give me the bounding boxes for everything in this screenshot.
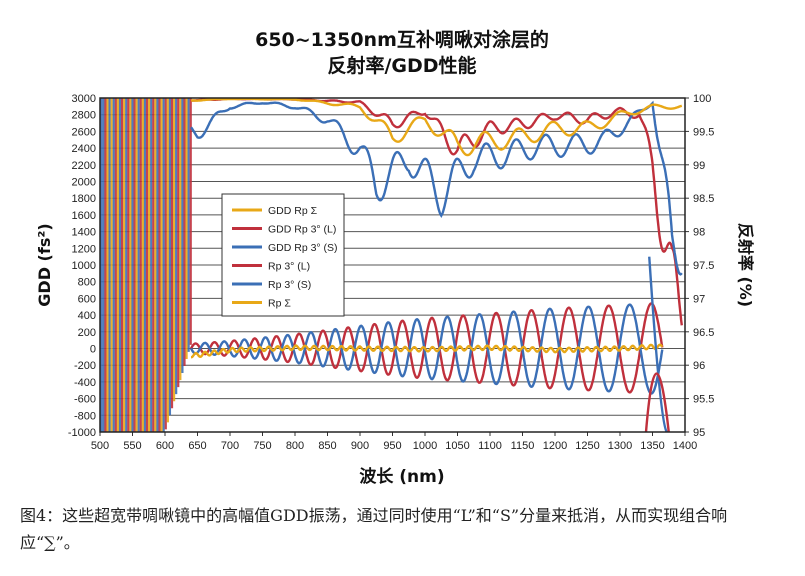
y-left-tick-label: 2600 xyxy=(72,126,96,138)
x-tick-label: 650 xyxy=(188,440,206,452)
y-right-tick-label: 99 xyxy=(693,160,705,172)
y-right-tick-label: 97 xyxy=(693,293,705,305)
y-right-tick-label: 100 xyxy=(693,93,711,105)
legend-label: Rp 3° (L) xyxy=(268,261,310,273)
legend-label: GDD Rp 3° (L) xyxy=(268,224,336,236)
y-right-tick-label: 97.5 xyxy=(693,260,714,272)
y-right-tick-label: 95 xyxy=(693,427,705,439)
x-tick-label: 750 xyxy=(253,440,271,452)
y-left-tick-label: 1800 xyxy=(72,193,96,205)
y-left-tick-label: 400 xyxy=(78,310,96,322)
y-left-tick-label: 2400 xyxy=(72,143,96,155)
y-left-tick-label: -1000 xyxy=(68,427,96,439)
y-left-tick-label: 800 xyxy=(78,277,96,289)
legend-label: Rp 3° (S) xyxy=(268,279,311,291)
gdd-edge-L xyxy=(644,372,670,432)
y-right-tick-label: 98 xyxy=(693,227,705,239)
legend-label: GDD Rp Σ xyxy=(268,205,318,217)
y-left-tick-label: 200 xyxy=(78,327,96,339)
y-right-tick-label: 98.5 xyxy=(693,193,714,205)
y-left-tick-label: -400 xyxy=(74,377,96,389)
y-right-tick-label: 95.5 xyxy=(693,394,714,406)
gdd-line-L xyxy=(189,302,664,394)
x-tick-label: 500 xyxy=(91,440,109,452)
y-left-tick-label: 2200 xyxy=(72,160,96,172)
y-right-tick-label: 96 xyxy=(693,360,705,372)
gdd-line-S xyxy=(189,303,664,395)
x-tick-label: 900 xyxy=(351,440,369,452)
y-left-tick-label: 600 xyxy=(78,293,96,305)
y-left-tick-label: 1000 xyxy=(72,260,96,272)
y-left-tick-label: 1200 xyxy=(72,243,96,255)
x-tick-label: 1000 xyxy=(413,440,437,452)
plot-area xyxy=(100,98,683,432)
y-left-tick-label: -200 xyxy=(74,360,96,372)
x-tick-label: 1350 xyxy=(640,440,664,452)
y-left-tick-label: 1600 xyxy=(72,210,96,222)
reflectance-line-1 xyxy=(190,100,683,276)
x-axis-label: 波长 (nm) xyxy=(359,466,444,487)
legend-box xyxy=(221,193,345,317)
y-right-tick-label: 96.5 xyxy=(693,327,714,339)
figure-caption: 图4：这些超宽带啁啾镜中的高幅值GDD振荡，通过同时使用“L”和“S”分量来抵消… xyxy=(20,506,728,552)
x-tick-label: 1250 xyxy=(575,440,599,452)
x-tick-label: 1050 xyxy=(445,440,469,452)
x-tick-label: 950 xyxy=(383,440,401,452)
gdd-line-sum xyxy=(191,343,664,359)
y-left-tick-label: 3000 xyxy=(72,93,96,105)
reflectance-line-2 xyxy=(190,98,683,157)
x-tick-label: 1150 xyxy=(511,440,535,452)
plot-frame xyxy=(99,97,686,433)
gdd-edge-S xyxy=(648,256,668,432)
y-left-tick-label: 0 xyxy=(90,344,96,356)
x-tick-label: 1100 xyxy=(478,440,502,452)
y-left-tick-label: -600 xyxy=(74,394,96,406)
x-tick-label: 1200 xyxy=(543,440,567,452)
x-tick-label: 1300 xyxy=(608,440,632,452)
y-left-axis-label: GDD (fs²) xyxy=(35,223,54,306)
x-tick-label: 800 xyxy=(286,440,304,452)
y-left-tick-label: 2800 xyxy=(72,110,96,122)
y-left-tick-label: -800 xyxy=(74,410,96,422)
x-tick-label: 1400 xyxy=(673,440,697,452)
legend-label: GDD Rp 3° (S) xyxy=(268,242,338,254)
x-tick-label: 550 xyxy=(123,440,141,452)
chart-subtitle: 反射率/GDD性能 xyxy=(327,54,476,77)
x-tick-label: 700 xyxy=(221,440,239,452)
y-right-tick-label: 99.5 xyxy=(693,126,714,138)
y-right-axis-label: 反射率 (%) xyxy=(736,223,755,307)
x-tick-label: 850 xyxy=(318,440,336,452)
y-left-tick-label: 1400 xyxy=(72,227,96,239)
x-tick-label: 600 xyxy=(156,440,174,452)
chart-title: 650~1350nm互补啁啾对涂层的 xyxy=(255,28,549,51)
y-left-tick-label: 2000 xyxy=(72,177,96,189)
legend-label: Rp Σ xyxy=(268,298,291,310)
